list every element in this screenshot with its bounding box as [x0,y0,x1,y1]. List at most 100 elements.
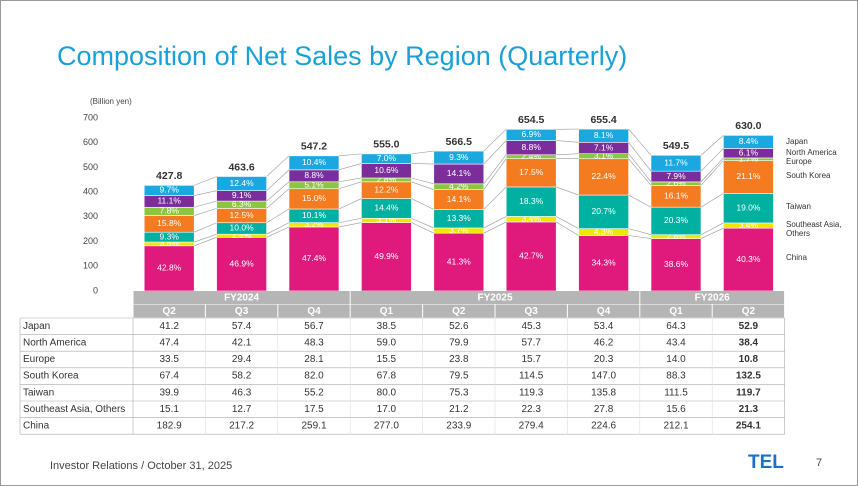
connector-line [556,153,579,156]
table-cell: 67.4 [159,371,179,382]
group-header [133,291,350,304]
connector-line [628,158,652,186]
quarter-header [205,304,278,318]
segment-label: 2.8% [666,231,686,241]
table-cell: 277.0 [374,421,399,432]
y-tick-label: 200 [83,236,98,246]
segment-label: 11.7% [664,157,688,167]
group-header [350,291,640,304]
connector-line [483,158,507,190]
table-cell: 58.2 [232,371,252,382]
quarter-header [423,304,495,318]
table-cell: 52.9 [739,321,759,332]
segment-label: 7.0% [377,153,397,163]
table-cell: 132.5 [736,371,761,382]
quarter-label: Q1 [669,306,683,317]
quarter-header [350,304,423,318]
group-label: FY2025 [477,293,512,304]
connector-line [700,157,724,183]
table-cell: 15.7 [521,354,541,365]
y-tick-label: 600 [83,137,98,147]
row-label: Japan [23,321,50,332]
table-cell: 12.7 [232,404,252,415]
segment-label: 3.7% [449,225,469,235]
segment-label: 49.9% [374,251,399,261]
quarter-header [495,304,567,318]
table-cell: 21.3 [739,404,759,415]
bar-segment [578,235,629,292]
table-cell: 59.0 [377,338,397,349]
connector-line [700,148,724,172]
segment-label: 42.8% [157,263,182,273]
row-label: Europe [23,354,56,365]
legend-item: South Korea [786,171,830,180]
legend-label: Europe [786,157,812,166]
table-cell: 41.2 [159,321,179,332]
connector-line [411,163,434,165]
bar-segment [216,237,267,292]
segment-label: 9.3% [449,152,469,162]
table-cell: 57.7 [521,338,541,349]
quarter-label: Q2 [742,306,756,317]
legend-item: North America [786,148,837,157]
quarter-label: Q4 [307,306,321,317]
connector-line [628,128,652,156]
segment-label: 3.5% [160,238,180,248]
table-cell: 111.5 [664,387,688,398]
table-cell: 29.4 [232,354,252,365]
segment-label: 17.5% [519,167,544,177]
connector-line [483,216,507,229]
table-cell: 22.3 [521,404,541,415]
y-tick-label: 0 [93,285,98,295]
segment-label: 7.8% [160,206,180,216]
y-tick-label: 700 [83,112,98,122]
connector-line [194,190,217,196]
segment-label: 10.1% [302,210,327,220]
segment-label: 3.2% [304,219,324,229]
table-cell: 52.6 [449,321,469,332]
connector-line [556,221,579,236]
connector-line [628,228,652,236]
group-header [640,291,785,304]
segment-label: 2.6% [666,178,686,188]
quarter-label: Q2 [163,306,177,317]
total-label: 427.8 [156,170,182,182]
row-label: North America [23,338,87,349]
connector-line [700,135,724,156]
total-label: 566.5 [446,136,472,148]
segment-label: 3.4% [522,213,542,223]
legend-label: China [786,253,807,262]
connector-line [194,176,217,186]
segment-label: 2.4% [522,151,542,161]
table-cell: 55.2 [304,387,324,398]
y-tick-label: 100 [83,261,98,271]
table-cell: 27.8 [594,404,614,415]
segment-label: 8.8% [522,142,542,152]
legend-item: Europe [786,157,812,166]
legend-label: Japan [786,137,808,146]
table-cell: 80.0 [377,387,397,398]
row-label: China [23,421,50,432]
table-cell: 53.4 [594,321,614,332]
segment-label: 34.3% [592,257,617,267]
bar-segment [433,150,485,165]
connector-line [556,140,579,143]
connector-line [266,222,290,235]
quarter-header [567,304,640,318]
table-cell: 21.2 [449,404,469,415]
connector-line [266,226,290,238]
quarter-header [278,304,350,318]
connector-line [700,160,724,186]
group-label: FY2026 [695,293,730,304]
connector-line [266,188,290,209]
segment-label: 10.4% [302,157,327,167]
segment-label: 20.7% [592,206,617,216]
connector-line [556,186,579,196]
table-cell: 20.3 [594,354,614,365]
bar-segment [433,232,485,292]
connector-line [194,237,217,247]
bar-segment [723,135,774,149]
connector-line [483,129,507,152]
